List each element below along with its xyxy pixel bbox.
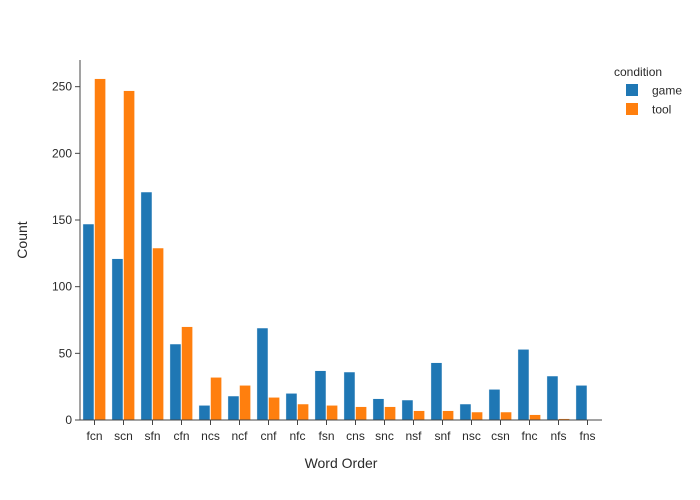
x-tick-label-nfc: nfc bbox=[289, 429, 305, 443]
x-tick-label-fsn: fsn bbox=[318, 429, 334, 443]
legend[interactable]: condition game tool bbox=[614, 65, 682, 117]
y-tick-label: 150 bbox=[52, 213, 72, 227]
bar-tool-nfc[interactable] bbox=[297, 403, 309, 421]
bar-tool-fnc[interactable] bbox=[529, 414, 541, 421]
bar-tool-snf[interactable] bbox=[442, 410, 454, 421]
legend-label-tool[interactable]: tool bbox=[652, 103, 671, 117]
x-axis: fcn scn sfn cfn ncs ncf cnf nfc fsn cns snc nsf snf n… bbox=[80, 419, 602, 443]
bar-game-snc[interactable] bbox=[372, 398, 385, 421]
bar-tool-cnf[interactable] bbox=[268, 397, 280, 421]
bar-game-nfc[interactable] bbox=[285, 393, 298, 421]
bar-tool-fsn[interactable] bbox=[326, 405, 338, 421]
bar-game-scn[interactable] bbox=[111, 258, 124, 421]
legend-swatch-game[interactable] bbox=[626, 84, 638, 96]
legend-label-game[interactable]: game bbox=[652, 84, 682, 98]
y-axis: 0 50 100 150 200 250 bbox=[52, 60, 81, 427]
bar-game-snf[interactable] bbox=[430, 362, 443, 421]
bar-tool-nsc[interactable] bbox=[471, 411, 483, 421]
x-tick-label-sfn: sfn bbox=[144, 429, 160, 443]
bar-game-fsn[interactable] bbox=[314, 370, 327, 421]
bar-tool-csn[interactable] bbox=[500, 411, 512, 421]
bar-game-fns[interactable] bbox=[575, 385, 588, 421]
bar-game-ncf[interactable] bbox=[227, 395, 240, 421]
y-axis-title: Count bbox=[14, 221, 30, 258]
y-tick-label: 250 bbox=[52, 80, 72, 94]
bar-tool-fcn[interactable] bbox=[94, 78, 106, 421]
y-tick-label: 200 bbox=[52, 146, 72, 160]
x-tick-label-fns: fns bbox=[579, 429, 595, 443]
x-tick-label-cnf: cnf bbox=[260, 429, 277, 443]
x-tick-label-cfn: cfn bbox=[173, 429, 189, 443]
bar-tool-ncs[interactable] bbox=[210, 377, 222, 421]
x-tick-label-snf: snf bbox=[434, 429, 451, 443]
bar-game-fcn[interactable] bbox=[82, 223, 95, 421]
x-tick-label-scn: scn bbox=[114, 429, 133, 443]
x-tick-label-nsf: nsf bbox=[405, 429, 422, 443]
legend-title: condition bbox=[614, 65, 662, 79]
bar-game-nfs[interactable] bbox=[546, 375, 559, 421]
bar-tool-sfn[interactable] bbox=[152, 247, 164, 421]
bar-game-nsf[interactable] bbox=[401, 399, 414, 421]
bar-game-cnf[interactable] bbox=[256, 327, 269, 421]
x-axis-title: Word Order bbox=[305, 455, 378, 471]
bar-tool-cns[interactable] bbox=[355, 406, 367, 421]
x-tick-label-fnc: fnc bbox=[521, 429, 537, 443]
x-tick-label-csn: csn bbox=[491, 429, 510, 443]
x-tick-label-ncf: ncf bbox=[231, 429, 248, 443]
x-tick-label-nsc: nsc bbox=[462, 429, 481, 443]
bar-game-cns[interactable] bbox=[343, 371, 356, 421]
x-tick-label-cns: cns bbox=[346, 429, 365, 443]
x-tick-label-snc: snc bbox=[375, 429, 394, 443]
x-tick-label-nfs: nfs bbox=[550, 429, 566, 443]
bar-game-fnc[interactable] bbox=[517, 349, 530, 421]
bar-tool-cfn[interactable] bbox=[181, 326, 193, 421]
bar-tool-snc[interactable] bbox=[384, 406, 396, 421]
bar-tool-nsf[interactable] bbox=[413, 410, 425, 421]
x-tick-label-fcn: fcn bbox=[86, 429, 102, 443]
bar-game-sfn[interactable] bbox=[140, 191, 153, 421]
bar-tool-ncf[interactable] bbox=[239, 385, 251, 421]
legend-swatch-tool[interactable] bbox=[626, 103, 638, 115]
y-tick-label: 50 bbox=[59, 346, 73, 360]
bar-game-ncs[interactable] bbox=[198, 405, 211, 421]
bar-game-nsc[interactable] bbox=[459, 403, 472, 421]
y-tick-label: 100 bbox=[52, 280, 72, 294]
bar-game-csn[interactable] bbox=[488, 389, 501, 421]
bar-game-cfn[interactable] bbox=[169, 343, 182, 421]
bars-group bbox=[82, 78, 588, 421]
y-tick-label: 0 bbox=[65, 413, 72, 427]
bar-tool-scn[interactable] bbox=[123, 90, 135, 421]
x-tick-label-ncs: ncs bbox=[201, 429, 220, 443]
